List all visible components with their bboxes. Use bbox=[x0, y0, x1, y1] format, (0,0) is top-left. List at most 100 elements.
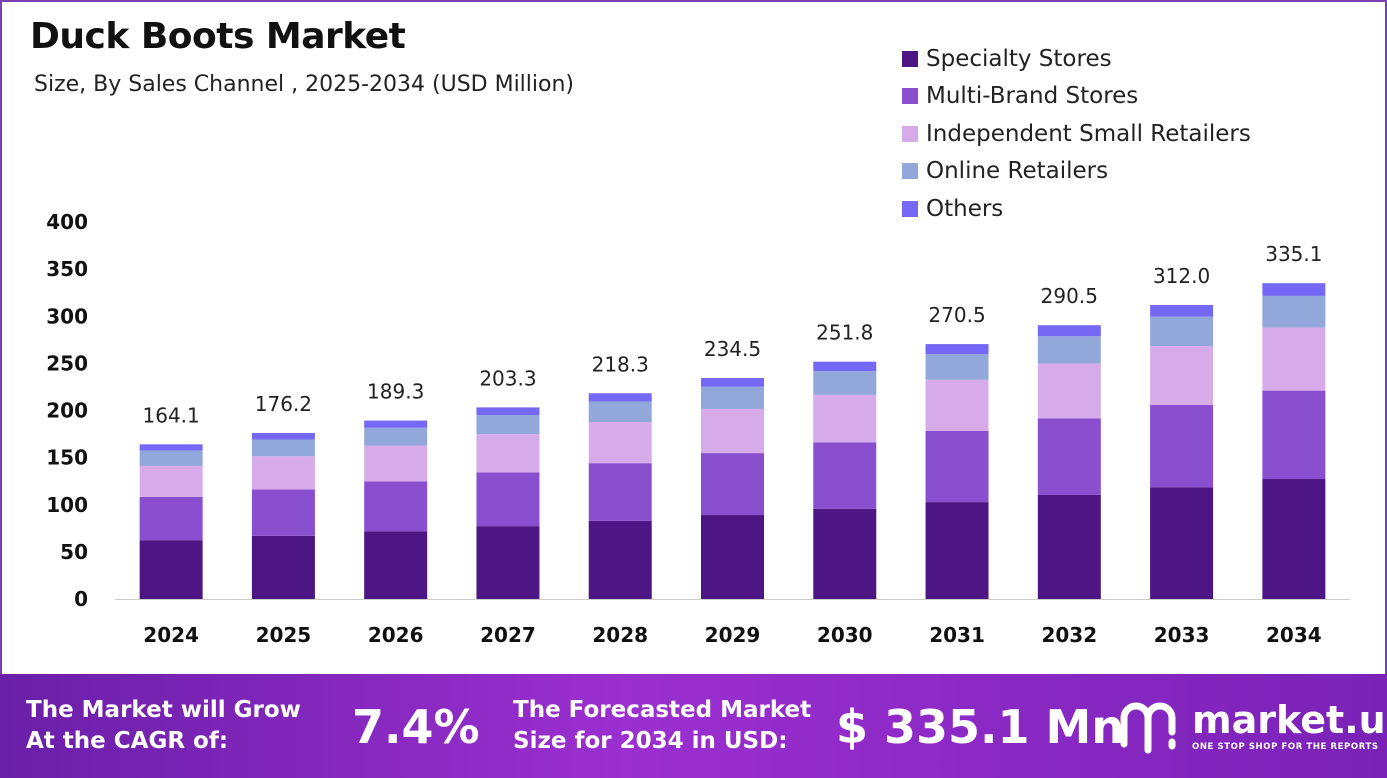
bar-segment-multi-brand-stores-2030 bbox=[813, 442, 877, 509]
bar-segment-others-2027 bbox=[476, 407, 540, 416]
bar-segment-others-2030 bbox=[813, 361, 877, 372]
cagr-value: 7.4% bbox=[352, 700, 480, 754]
legend-swatch-online-retailers bbox=[902, 163, 918, 180]
legend-swatch-others bbox=[902, 200, 918, 217]
x-tick-label-2034: 2034 bbox=[1266, 623, 1322, 647]
bar-segment-specialty-stores-2032 bbox=[1037, 494, 1101, 599]
bar-segment-multi-brand-stores-2032 bbox=[1037, 418, 1101, 495]
legend-item-multi-brand-stores: Multi-Brand Stores bbox=[902, 78, 1251, 116]
bar-segment-specialty-stores-2033 bbox=[1150, 487, 1214, 599]
chart-title: Duck Boots Market bbox=[30, 16, 406, 57]
y-tick-label: 100 bbox=[46, 493, 88, 517]
cagr-label: The Market will Grow At the CAGR of: bbox=[26, 695, 301, 757]
x-tick-label-2025: 2025 bbox=[256, 623, 312, 647]
legend-label-others: Others bbox=[926, 195, 1004, 222]
forecast-label-line2: Size for 2034 in USD: bbox=[513, 728, 788, 754]
bar-segment-specialty-stores-2028 bbox=[588, 520, 652, 599]
bar-segment-independent-small-retailers-2033 bbox=[1150, 346, 1214, 405]
legend-item-others: Others bbox=[902, 190, 1251, 228]
bar-segment-others-2032 bbox=[1037, 325, 1101, 337]
x-tick-label-2029: 2029 bbox=[705, 623, 761, 647]
bar-total-label-2025: 176.2 bbox=[255, 392, 312, 416]
legend-item-online-retailers: Online Retailers bbox=[902, 153, 1251, 191]
stacked-bar-chart: 0 50 100 150 200 250 300 350 400 164.1 2024 176.2 20… bbox=[46, 210, 1350, 647]
forecast-label-line1: The Forecasted Market bbox=[513, 697, 812, 723]
bar-segment-online-retailers-2025 bbox=[251, 439, 315, 457]
legend-label-online-retailers: Online Retailers bbox=[926, 158, 1109, 185]
bar-total-label-2033: 312.0 bbox=[1153, 264, 1210, 288]
x-tick-label-2026: 2026 bbox=[368, 623, 424, 647]
bar-segment-multi-brand-stores-2027 bbox=[476, 472, 540, 527]
logo-tagline: ONE STOP SHOP FOR THE REPORTS bbox=[1192, 741, 1379, 752]
legend-swatch-specialty-stores bbox=[902, 50, 918, 67]
bar-segment-multi-brand-stores-2026 bbox=[364, 481, 428, 532]
bar-segment-independent-small-retailers-2028 bbox=[588, 421, 652, 464]
bar-total-label-2024: 164.1 bbox=[143, 403, 200, 427]
bar-total-label-2030: 251.8 bbox=[816, 321, 873, 345]
y-tick-label: 350 bbox=[46, 257, 88, 281]
chart-legend: Specialty Stores Multi-Brand Stores Inde… bbox=[902, 40, 1251, 228]
chart-subtitle: Size, By Sales Channel , 2025-2034 (USD … bbox=[34, 72, 575, 97]
bar-segment-independent-small-retailers-2030 bbox=[813, 394, 877, 443]
summary-banner: The Market will Grow At the CAGR of: 7.4… bbox=[0, 674, 1387, 778]
bar-segment-others-2024 bbox=[139, 444, 203, 451]
bar-segment-multi-brand-stores-2033 bbox=[1150, 404, 1214, 488]
y-tick-label: 0 bbox=[74, 587, 88, 611]
x-tick-label-2032: 2032 bbox=[1041, 623, 1097, 647]
bar-segment-specialty-stores-2026 bbox=[364, 531, 428, 599]
y-tick-label: 150 bbox=[46, 446, 88, 470]
bar-total-label-2027: 203.3 bbox=[479, 366, 536, 390]
bar-segment-online-retailers-2033 bbox=[1150, 316, 1214, 347]
legend-item-specialty-stores: Specialty Stores bbox=[902, 40, 1251, 78]
bar-segment-online-retailers-2026 bbox=[364, 427, 428, 446]
bar-segment-online-retailers-2029 bbox=[701, 386, 764, 409]
bar-segment-others-2029 bbox=[701, 377, 764, 387]
legend-label-multi-brand-stores: Multi-Brand Stores bbox=[926, 83, 1139, 110]
bar-segment-online-retailers-2030 bbox=[813, 371, 877, 395]
bar-segment-independent-small-retailers-2024 bbox=[139, 465, 203, 497]
legend-swatch-multi-brand-stores bbox=[902, 88, 918, 105]
bar-segment-online-retailers-2034 bbox=[1262, 295, 1326, 328]
y-tick-label: 400 bbox=[46, 210, 88, 234]
x-tick-label-2024: 2024 bbox=[143, 623, 199, 647]
logo-name: market.us bbox=[1192, 697, 1387, 742]
y-tick-label: 200 bbox=[46, 399, 88, 423]
forecast-label: The Forecasted Market Size for 2034 in U… bbox=[513, 695, 811, 757]
bar-segment-independent-small-retailers-2025 bbox=[251, 456, 315, 490]
bar-segment-others-2025 bbox=[251, 432, 315, 440]
bar-segment-online-retailers-2031 bbox=[925, 354, 989, 380]
bar-segment-multi-brand-stores-2025 bbox=[251, 489, 315, 536]
bar-segment-others-2033 bbox=[1150, 304, 1214, 317]
bar-segment-others-2034 bbox=[1262, 283, 1326, 296]
bar-segment-online-retailers-2028 bbox=[588, 401, 652, 422]
x-tick-label-2031: 2031 bbox=[929, 623, 985, 647]
bar-segment-others-2028 bbox=[588, 393, 652, 402]
bar-segment-multi-brand-stores-2031 bbox=[925, 430, 989, 503]
bar-segment-specialty-stores-2030 bbox=[813, 508, 877, 599]
bar-total-label-2034: 335.1 bbox=[1265, 242, 1322, 266]
legend-item-independent-small-retailers: Independent Small Retailers bbox=[902, 115, 1251, 153]
bar-segment-independent-small-retailers-2032 bbox=[1037, 363, 1101, 419]
bar-segment-online-retailers-2032 bbox=[1037, 336, 1101, 364]
bar-segment-specialty-stores-2034 bbox=[1262, 479, 1326, 599]
market-us-logo: market.us ONE STOP SHOP FOR THE REPORTS bbox=[1118, 696, 1387, 756]
y-tick-label: 50 bbox=[60, 540, 88, 564]
cagr-label-line1: The Market will Grow bbox=[26, 697, 301, 723]
bar-segment-independent-small-retailers-2031 bbox=[925, 379, 989, 431]
bar-segment-multi-brand-stores-2024 bbox=[139, 496, 203, 541]
y-tick-label: 300 bbox=[46, 304, 88, 328]
bar-segment-independent-small-retailers-2034 bbox=[1262, 327, 1326, 391]
bar-total-label-2029: 234.5 bbox=[704, 337, 761, 361]
bar-segment-online-retailers-2027 bbox=[476, 415, 540, 435]
bar-segment-independent-small-retailers-2027 bbox=[476, 434, 540, 473]
forecast-value: $ 335.1 Mn bbox=[836, 700, 1125, 754]
bar-total-label-2031: 270.5 bbox=[928, 303, 985, 327]
bar-segment-independent-small-retailers-2026 bbox=[364, 445, 428, 482]
bar-total-label-2026: 189.3 bbox=[367, 380, 424, 404]
bar-segment-multi-brand-stores-2029 bbox=[701, 453, 764, 516]
bar-total-label-2028: 218.3 bbox=[592, 352, 649, 376]
bar-segment-specialty-stores-2031 bbox=[925, 502, 989, 599]
bar-segment-multi-brand-stores-2034 bbox=[1262, 390, 1326, 480]
bar-segment-specialty-stores-2027 bbox=[476, 526, 540, 599]
legend-label-independent-small-retailers: Independent Small Retailers bbox=[926, 120, 1251, 147]
